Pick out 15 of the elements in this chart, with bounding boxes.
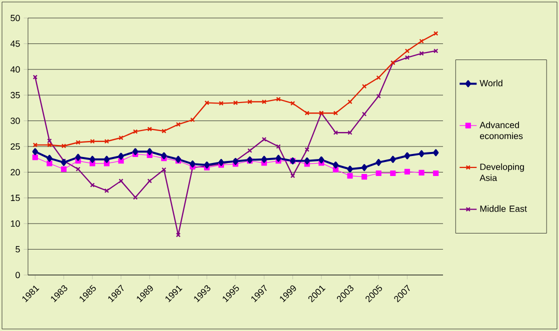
legend-label: World: [480, 80, 502, 86]
y-tick-label: 35: [10, 92, 20, 98]
y-tick-label: 15: [10, 194, 20, 202]
y-tick-label: 20: [10, 169, 20, 176]
y-tick-label: 10: [10, 220, 20, 227]
y-tick-label: 45: [10, 40, 20, 47]
legend-label: Middle East: [480, 205, 527, 212]
y-tick-label: 0: [16, 272, 20, 278]
y-tick-label: 30: [10, 118, 20, 124]
y-tick-label: 5: [16, 246, 20, 252]
y-tick-label: 25: [10, 143, 20, 150]
legend-label: Advanced economies: [480, 122, 523, 140]
legend-label: Developing Asia: [480, 163, 524, 181]
y-tick-label: 50: [10, 14, 20, 22]
y-tick-label: 40: [10, 66, 20, 73]
